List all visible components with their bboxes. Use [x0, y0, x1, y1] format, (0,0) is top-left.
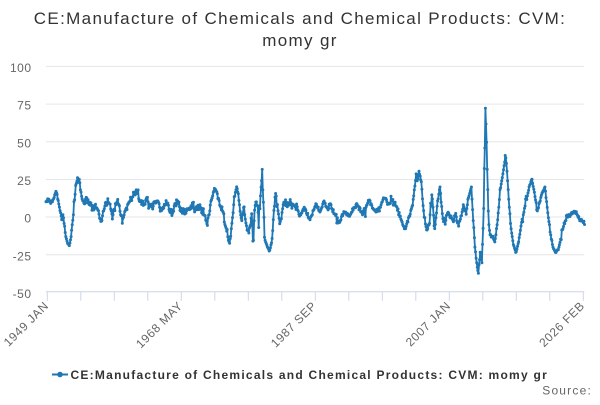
svg-text:momy gr: momy gr: [262, 31, 338, 50]
svg-text:50: 50: [17, 136, 31, 150]
svg-text:CE:Manufacture of Chemicals an: CE:Manufacture of Chemicals and Chemical…: [71, 368, 549, 382]
svg-text:CE:Manufacture of Chemicals an: CE:Manufacture of Chemicals and Chemical…: [34, 9, 567, 28]
svg-text:100: 100: [10, 61, 32, 75]
svg-text:-50: -50: [13, 287, 32, 301]
svg-text:25: 25: [17, 174, 31, 188]
svg-text:75: 75: [17, 99, 31, 113]
svg-text:0: 0: [24, 212, 31, 226]
svg-text:Source:: Source:: [542, 384, 592, 398]
svg-text:-25: -25: [13, 249, 32, 263]
